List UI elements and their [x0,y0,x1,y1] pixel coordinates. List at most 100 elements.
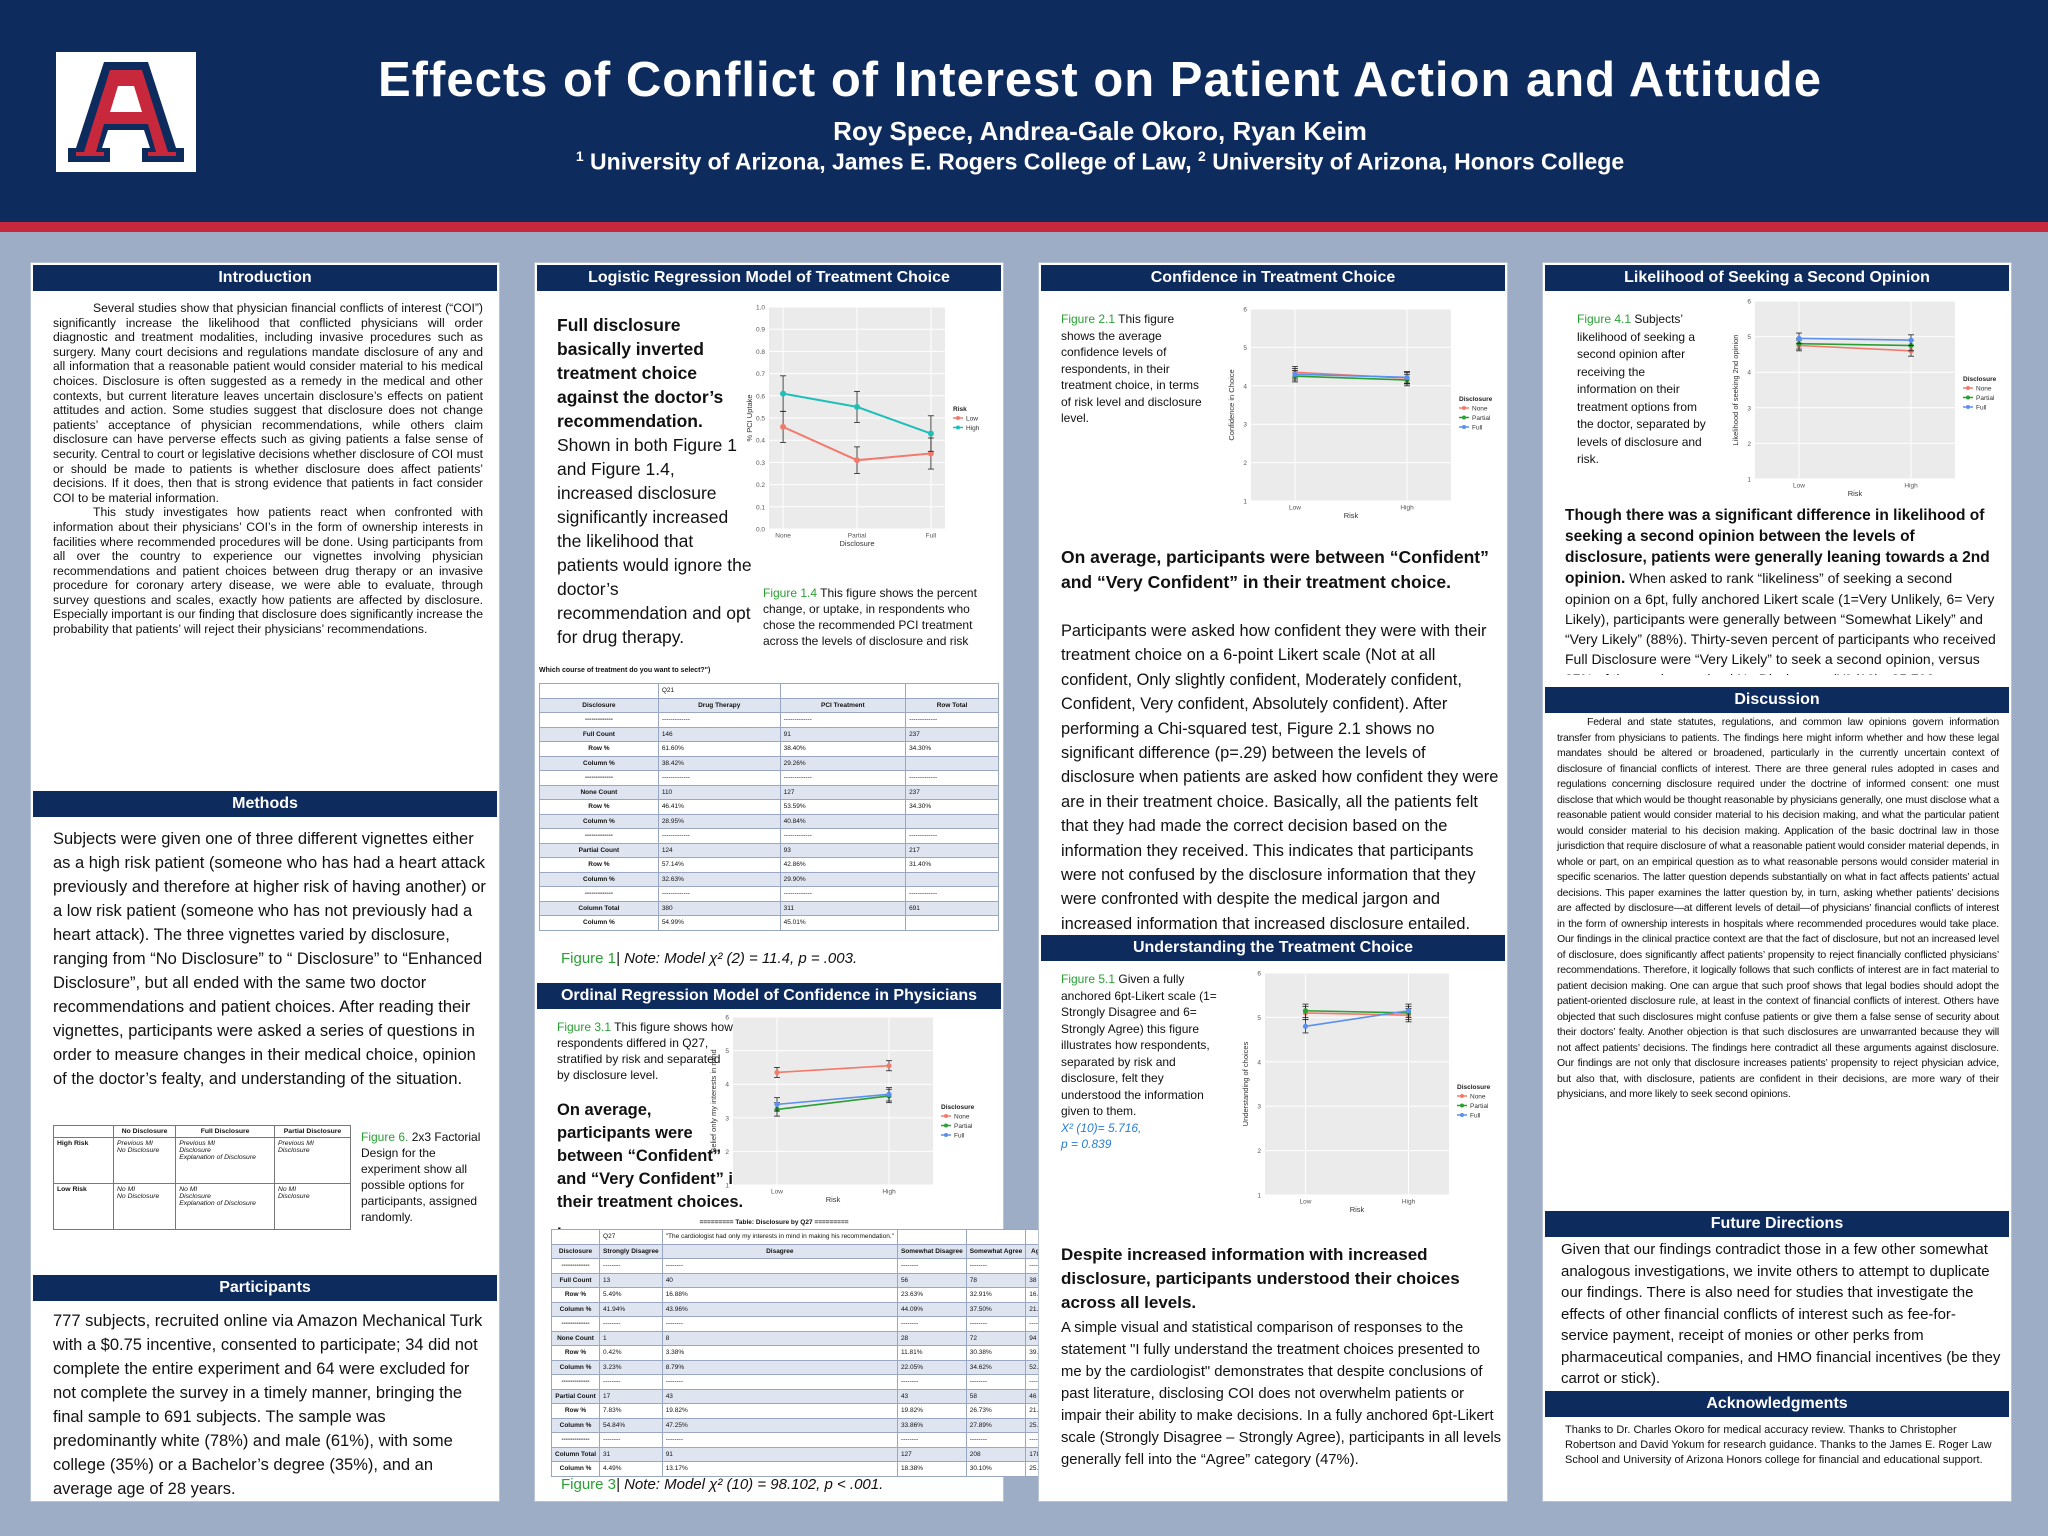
table-cell: 34.30% [905,741,999,757]
y-tick-label: 4 [1243,383,1247,390]
table-cell: 30.10% [965,1461,1027,1477]
legend-swatch-dot [1460,1103,1464,1108]
table-cell: ------------- [539,886,659,902]
y-axis-label: Belief only my interests in mind [709,1049,718,1152]
legend-label-partial: Partial [1976,395,1995,402]
table-cell: 237 [905,726,999,742]
table-cell: 16.88% [661,1287,898,1303]
design-cell: Previous MI Disclosure [273,1137,352,1184]
methods-body: Subjects were given one of three differe… [53,830,486,1088]
second-opinion-text: When asked to rank “likeliness” of seeki… [1565,570,1996,675]
figure-3-1-label: Figure 3.1 [557,1020,612,1034]
table-cell: ------------- [550,1432,601,1448]
column-3: Confidence in Treatment Choice Figure 2.… [1038,262,1508,1502]
series-line-none [776,1064,890,1074]
table-cell: 124 [657,842,781,858]
y-tick-label: 1.0 [756,305,765,312]
y-tick-label: 0.4 [756,438,765,445]
legend-swatch-dot [1966,405,1970,409]
table-cell: 43 [661,1388,898,1404]
table-cell: 3.23% [599,1359,663,1375]
series-line-full [1305,1009,1409,1028]
table-cell: 110 [657,784,781,800]
affiliation-1: University of Arizona, James E. Rogers C… [590,148,1192,175]
table-cell: Row % [539,741,659,757]
legend-label-full: Full [1470,1113,1481,1120]
table-cell: -------- [965,1374,1027,1390]
intro-body: Several studies show that physician fina… [53,301,483,637]
table-cell: 691 [905,900,999,916]
y-tick-label: 0.7 [756,371,765,378]
legend-title: Risk [953,406,967,413]
design-cell: Low Risk [53,1183,114,1230]
table-row: Column % 32.63% 29.90% [539,871,999,887]
table-cell: Column % [539,871,659,887]
y-tick-label: 1 [725,1183,729,1190]
table-cell: ------------- [779,828,907,844]
y-tick-label: 0.2 [756,482,765,489]
table-cell: 31.40% [905,857,999,873]
table-cell: ------------- [779,712,907,728]
table-cell: 43 [896,1388,967,1404]
figure-1-caption: Figure 1| Note: Model χ² (2) = 11.4, p =… [561,951,981,967]
table-cell: Row % [550,1345,601,1361]
table-cell: 208 [965,1446,1027,1462]
y-tick-label: 0.3 [756,460,765,467]
table-cell: 33.86% [896,1417,967,1433]
table-cell: Partial Count [539,842,659,858]
table-row: None Count 110 127 237 [539,784,999,800]
table-cell: Row Total [905,697,999,713]
table-cell: -------- [896,1374,967,1390]
table-cell: 127 [779,784,907,800]
table-cell: Q27 [599,1229,663,1245]
table-cell: Full Count [539,726,659,742]
data-point-low [780,423,787,430]
table-row: ----------------------------------------… [539,886,999,902]
figure-3-caption: Figure 3| Note: Model χ² (10) = 98.102, … [561,1477,981,1493]
x-tick-label: High [1402,1199,1416,1206]
table-cell: 44.09% [896,1301,967,1317]
y-tick-label: 2 [1257,1148,1261,1155]
plot-panel [1265,973,1449,1195]
y-tick-label: 1 [1243,499,1247,506]
y-tick-label: 4 [1747,370,1751,377]
design-cell: Previous MI Disclosure Explanation of Di… [175,1137,275,1184]
table-cell: 27.89% [965,1417,1027,1433]
table-cell: 19.82% [896,1403,967,1419]
table-cell: 5.49% [599,1287,663,1303]
y-tick-label: 0.6 [756,393,765,400]
table-cell: ------------- [550,1258,601,1274]
table-cell: -------- [661,1374,898,1390]
participants-body: 777 subjects, recruited online via Amazo… [53,1312,483,1498]
table-cell: 61.60% [657,741,781,757]
y-tick-label: 6 [1747,299,1751,306]
table-cell [539,683,659,699]
table-cell: ------------- [657,770,781,786]
future-heading: Future Directions [1545,1211,2009,1237]
legend-title: Disclosure [1457,1084,1491,1091]
figure-6-label: Figure 6. [361,1130,409,1144]
y-tick-label: 2 [1243,460,1247,467]
table-cell: ------------- [539,770,659,786]
data-point-full [1796,335,1802,341]
x-axis-label: Risk [1350,1205,1365,1214]
figure-3-table-title: ========= Table: Disclosure by Q27 =====… [699,1219,849,1226]
x-axis-label: Disclosure [839,539,874,548]
affiliation-2-marker: 2 [1198,148,1206,164]
table-cell: -------- [965,1258,1027,1274]
acknowledgments-heading: Acknowledgments [1545,1391,2009,1417]
design-header-row: No Disclosure Full Disclosure Partial Di… [53,1125,352,1138]
table-cell: 38.40% [779,741,907,757]
legend-label-none: None [1470,1094,1486,1101]
table-row: ----------------------------------------… [539,770,999,786]
data-point-high [927,430,934,437]
x-axis-label: Risk [826,1195,841,1204]
legend-label-none: None [1976,386,1992,393]
legend-label-partial: Partial [954,1123,973,1130]
table-row: Full Count 146 91 237 [539,726,999,742]
table-cell: 30.38% [965,1345,1027,1361]
table-cell: 40 [661,1272,898,1288]
legend-swatch-dot [1462,415,1466,420]
figure-3-1-text: This figure shows how respondents differ… [557,1020,733,1082]
table-cell: 29.26% [779,755,907,771]
